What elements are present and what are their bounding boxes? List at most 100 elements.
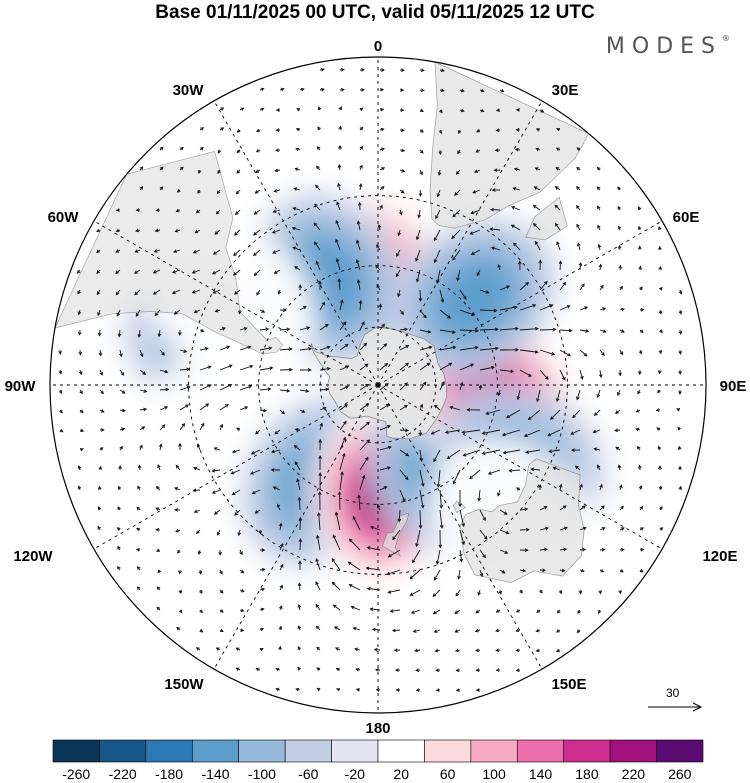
wind-vector <box>579 283 585 291</box>
wind-vector-head <box>515 648 520 653</box>
wind-vector <box>579 329 589 332</box>
wind-vector-head <box>139 353 144 358</box>
wind-vector-head <box>212 271 216 275</box>
wind-vector-head <box>514 147 519 152</box>
wind-vector <box>273 209 281 213</box>
wind-vector <box>319 388 329 391</box>
wind-vector-head <box>171 270 176 274</box>
wind-vector-head <box>260 107 265 112</box>
wind-vector-head <box>119 445 123 450</box>
wind-vector-head <box>440 68 445 73</box>
wind-vector <box>154 309 161 316</box>
wind-vector-head <box>137 464 142 469</box>
wind-vector <box>119 349 122 357</box>
wind-vector <box>536 389 541 402</box>
wind-vector <box>576 224 581 231</box>
wind-vector-head <box>380 147 385 152</box>
wind-vector-head <box>535 240 539 245</box>
wind-vector <box>292 247 301 251</box>
wind-vector-head <box>120 372 125 376</box>
wind-vector-head <box>576 396 580 401</box>
wind-vector <box>339 453 345 471</box>
wind-vector-head <box>195 209 200 214</box>
wind-vector <box>459 363 474 371</box>
wind-vector-head <box>324 323 329 328</box>
wind-vector <box>339 300 343 311</box>
wind-vector-head <box>255 430 259 435</box>
wind-vector-head <box>475 609 480 614</box>
wind-vector-head <box>470 251 475 255</box>
wind-vector <box>388 589 401 593</box>
wind-vector-head <box>361 88 365 92</box>
wind-vector-head <box>515 609 520 613</box>
wind-vector <box>556 241 561 251</box>
anomaly-contour-neg-50E <box>431 256 517 341</box>
wind-vector <box>251 449 261 455</box>
wind-vector <box>159 424 165 431</box>
wind-vector <box>319 302 325 311</box>
wind-vector <box>332 534 341 551</box>
wind-vector <box>175 465 181 471</box>
wind-vector-head <box>292 246 297 251</box>
wind-vector <box>458 569 461 579</box>
wind-vector <box>499 285 510 291</box>
wind-vector <box>159 349 165 356</box>
wind-vector-head <box>389 609 394 613</box>
wind-vector-head <box>97 506 102 511</box>
wind-vector <box>213 249 221 255</box>
colorbar-tick-label: 100 <box>482 766 506 782</box>
wind-vector <box>539 527 549 531</box>
wind-vector <box>349 538 361 551</box>
wind-vector-head <box>598 374 603 379</box>
wind-vector-head <box>301 409 306 413</box>
wind-vector <box>431 429 441 435</box>
wind-vector-head <box>59 409 63 414</box>
wind-vector-head <box>271 230 276 234</box>
wind-vector-head <box>317 126 321 131</box>
wind-vector <box>392 529 401 540</box>
wind-vector-head <box>487 471 492 475</box>
wind-vector-head <box>186 367 191 372</box>
wind-vector-head <box>426 362 431 367</box>
lon-label-150e: 150E <box>551 676 586 693</box>
wind-vector <box>299 326 310 331</box>
wind-vector <box>372 628 381 631</box>
wind-vector-head <box>493 168 498 172</box>
wind-vector-head <box>260 607 265 612</box>
wind-vector-head <box>435 215 439 220</box>
wind-vector-head <box>118 465 122 469</box>
wind-vector-head <box>639 568 644 573</box>
wind-vector <box>339 404 348 411</box>
wind-vector <box>233 249 241 256</box>
wind-vector-head <box>295 127 300 132</box>
wind-vector-head <box>80 428 85 433</box>
wind-vector-head <box>596 166 601 171</box>
wind-vector-head <box>155 548 160 553</box>
wind-vector-head <box>197 551 202 555</box>
wind-vector <box>339 491 341 511</box>
wind-vector-head <box>380 88 385 92</box>
wind-vector <box>279 564 284 571</box>
wind-vector-head <box>313 222 318 227</box>
wind-vector <box>432 589 441 597</box>
wind-vector <box>359 363 368 371</box>
wind-vector-head <box>255 149 260 153</box>
wind-vector-head <box>596 186 601 191</box>
wind-vector-head <box>516 487 520 491</box>
wind-vector-head <box>678 371 682 375</box>
wind-vector-head <box>677 445 682 450</box>
longitude-labels: 0 30W 30E 60W 60E 90W 90E 120W 120E 150W… <box>5 38 747 737</box>
wind-vector-head <box>273 189 278 193</box>
wind-vector-head <box>471 312 475 316</box>
wind-vector-head <box>136 586 141 590</box>
wind-vector <box>399 382 408 391</box>
wind-vector <box>118 329 121 337</box>
wind-vector-head <box>405 345 410 349</box>
wind-vector-head <box>619 484 623 489</box>
wind-vector-head <box>201 422 205 427</box>
wind-vector-head <box>316 646 320 651</box>
wind-vector-head <box>554 186 559 190</box>
wind-vector-head <box>273 270 278 274</box>
lon-label-120w: 120W <box>13 548 53 565</box>
wind-vector-head <box>434 648 439 653</box>
